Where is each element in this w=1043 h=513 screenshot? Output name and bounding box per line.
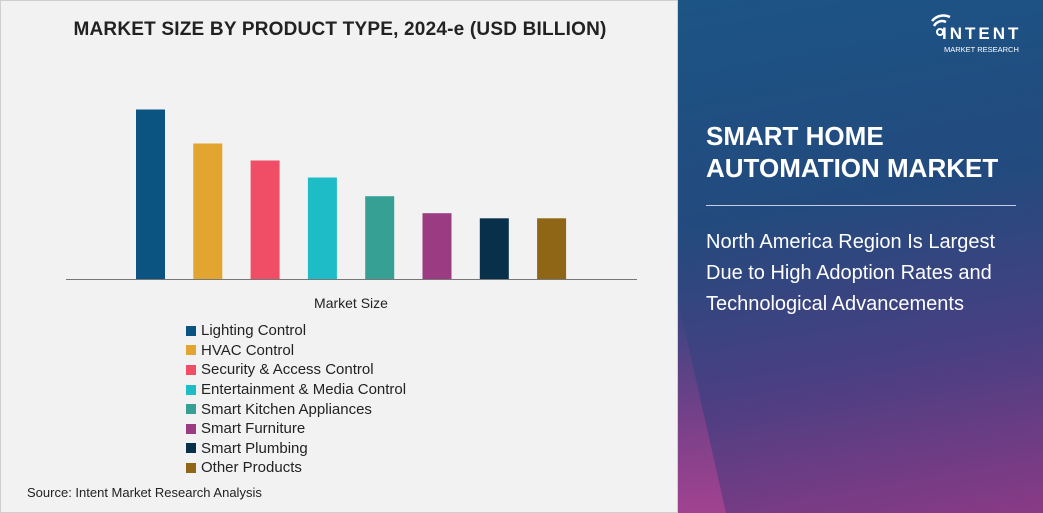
bar-other-products xyxy=(537,218,567,280)
bar-smart-kitchen-appliances xyxy=(365,196,395,280)
source-note: Source: Intent Market Research Analysis xyxy=(27,485,262,500)
legend-label: Lighting Control xyxy=(201,322,307,340)
chart-title: MARKET SIZE BY PRODUCT TYPE, 2024-e (USD… xyxy=(73,19,607,40)
chart-panel: MARKET SIZE BY PRODUCT TYPE, 2024-e (USD… xyxy=(0,0,678,513)
legend-swatch xyxy=(186,384,196,395)
info-panel xyxy=(678,0,1043,513)
divider xyxy=(706,205,1016,206)
bar-smart-furniture xyxy=(422,213,452,280)
signal-icon xyxy=(931,14,951,36)
legend-item: Smart Kitchen Appliances xyxy=(186,399,406,419)
legend-item: Entertainment & Media Control xyxy=(186,380,406,400)
legend-label: Entertainment & Media Control xyxy=(201,381,407,399)
logo-brand: INTENT xyxy=(942,24,1022,43)
x-axis-label: Market Size xyxy=(314,295,388,311)
legend-swatch xyxy=(186,364,196,375)
market-heading: SMART HOME AUTOMATION MARKET xyxy=(706,121,999,183)
legend-item: Smart Furniture xyxy=(186,419,406,439)
legend-swatch xyxy=(186,404,196,415)
bar-smart-plumbing xyxy=(479,218,509,280)
legend-label: Security & Access Control xyxy=(201,361,374,379)
legend-label: Smart Furniture xyxy=(201,420,306,438)
logo-subtitle: MARKET RESEARCH xyxy=(944,45,1019,54)
legend-swatch xyxy=(186,345,196,356)
bar-entertainment-media-control xyxy=(307,177,337,280)
bar-security-access-control xyxy=(250,160,280,280)
legend-item: Smart Plumbing xyxy=(186,439,406,459)
legend-swatch xyxy=(186,325,196,336)
legend-label: HVAC Control xyxy=(201,341,295,359)
legend-item: Lighting Control xyxy=(186,321,406,341)
legend-swatch xyxy=(186,423,196,434)
bar-hvac-control xyxy=(193,143,223,280)
bar-lighting-control xyxy=(136,109,165,280)
market-description: North America Region Is Largest Due to H… xyxy=(706,231,996,315)
legend-label: Smart Kitchen Appliances xyxy=(201,400,372,418)
legend: Lighting Control HVAC Control Security & A… xyxy=(186,321,406,478)
legend-item: Security & Access Control xyxy=(186,360,406,380)
bar-chart xyxy=(66,109,637,280)
legend-item: HVAC Control xyxy=(186,341,406,361)
legend-label: Smart Plumbing xyxy=(201,439,308,457)
legend-swatch xyxy=(186,443,196,454)
legend-swatch xyxy=(186,462,196,473)
legend-item: Other Products xyxy=(186,458,406,478)
legend-label: Other Products xyxy=(201,459,302,477)
